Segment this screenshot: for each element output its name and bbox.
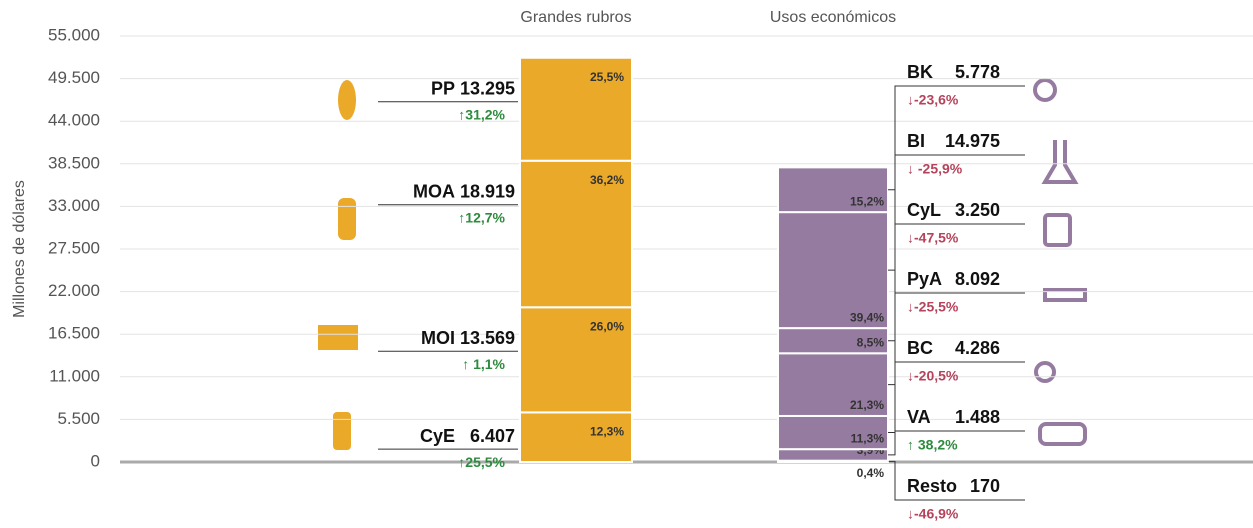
icon-truck <box>318 325 358 350</box>
value-label: 18.919 <box>460 181 515 201</box>
value-label: 14.975 <box>945 131 1000 151</box>
value-label: 8.092 <box>955 269 1000 289</box>
share-label: 15,2% <box>850 194 884 208</box>
y-tick-label: 16.500 <box>48 324 100 343</box>
group-title: Grandes rubros <box>520 9 631 26</box>
change-label: ↓-23,6% <box>907 92 959 108</box>
value-label: 13.569 <box>460 328 515 348</box>
share-label: 39,4% <box>850 310 884 324</box>
category-label: BK <box>907 62 933 82</box>
category-label: PP <box>431 79 455 99</box>
y-axis-label: Millones de dólares <box>11 180 28 318</box>
change-label: ↓-25,5% <box>907 299 959 315</box>
category-label: PyA <box>907 269 942 289</box>
y-tick-label: 11.000 <box>49 366 100 385</box>
change-label: ↑31,2% <box>458 106 505 122</box>
value-label: 4.286 <box>955 338 1000 358</box>
bar-segment <box>519 56 633 162</box>
y-tick-label: 38.500 <box>48 153 100 172</box>
y-tick-label: 5.500 <box>57 409 100 428</box>
value-label: 170 <box>970 476 1000 496</box>
change-label: ↑25,5% <box>458 454 505 470</box>
share-label: 25,5% <box>590 70 624 84</box>
share-label: 36,2% <box>590 173 624 187</box>
share-label: 8,5% <box>857 335 885 349</box>
icon-barrel <box>333 412 351 450</box>
y-tick-label: 33.000 <box>48 196 100 215</box>
connector <box>888 85 1025 191</box>
y-tick-label: 22.000 <box>48 281 100 300</box>
y-tick-label: 0 <box>91 451 100 470</box>
value-label: 3.250 <box>955 200 1000 220</box>
change-label: ↑ 1,1% <box>462 356 505 372</box>
icon-bottle <box>338 198 356 240</box>
value-label: 6.407 <box>470 426 515 446</box>
share-label: 11,3% <box>851 431 885 445</box>
connector <box>888 430 1025 456</box>
share-label: 21,3% <box>850 398 884 412</box>
group-title: Usos económicos <box>770 9 896 26</box>
icon-screw <box>1043 288 1087 302</box>
icons-right <box>1033 78 1087 446</box>
category-label: BI <box>907 131 925 151</box>
value-label: 1.488 <box>955 407 1000 427</box>
icon-flask <box>1041 140 1079 184</box>
category-label: MOA <box>413 181 455 201</box>
category-label: MOI <box>421 328 455 348</box>
icon-car <box>1038 422 1087 446</box>
bar-segment <box>777 166 889 214</box>
bar-segment <box>777 327 889 355</box>
category-label: VA <box>907 407 931 427</box>
share-label: 0,4% <box>857 466 885 480</box>
y-tick-label: 49.500 <box>48 68 100 87</box>
category-label: CyE <box>420 426 455 446</box>
connector <box>888 460 1025 501</box>
icons <box>318 80 358 450</box>
connector <box>888 223 1025 342</box>
share-label: 12,3% <box>590 425 624 439</box>
bar-segment <box>519 159 633 309</box>
y-tick-label: 44.000 <box>48 111 100 130</box>
icon-bike <box>1034 361 1056 383</box>
bar-segment <box>519 411 633 464</box>
change-label: ↑12,7% <box>458 209 505 225</box>
icon-grain <box>338 80 356 120</box>
category-label: Resto <box>907 476 957 496</box>
category-label: BC <box>907 338 933 358</box>
connector <box>888 361 1025 434</box>
value-label: 5.778 <box>955 62 1000 82</box>
share-label: 26,0% <box>590 319 624 333</box>
connector <box>888 154 1025 271</box>
value-label: 13.295 <box>460 79 515 99</box>
y-tick-label: 55.000 <box>48 25 100 44</box>
category-label: CyL <box>907 200 941 220</box>
y-tick-label: 27.500 <box>48 238 100 257</box>
change-label: ↓-20,5% <box>907 368 959 384</box>
change-label: ↓ -25,9% <box>907 161 963 177</box>
change-label: ↓-46,9% <box>907 506 959 522</box>
icon-tractor <box>1033 78 1057 102</box>
change-label: ↓-47,5% <box>907 230 959 246</box>
icon-can <box>1043 213 1072 247</box>
change-label: ↑ 38,2% <box>907 437 958 453</box>
